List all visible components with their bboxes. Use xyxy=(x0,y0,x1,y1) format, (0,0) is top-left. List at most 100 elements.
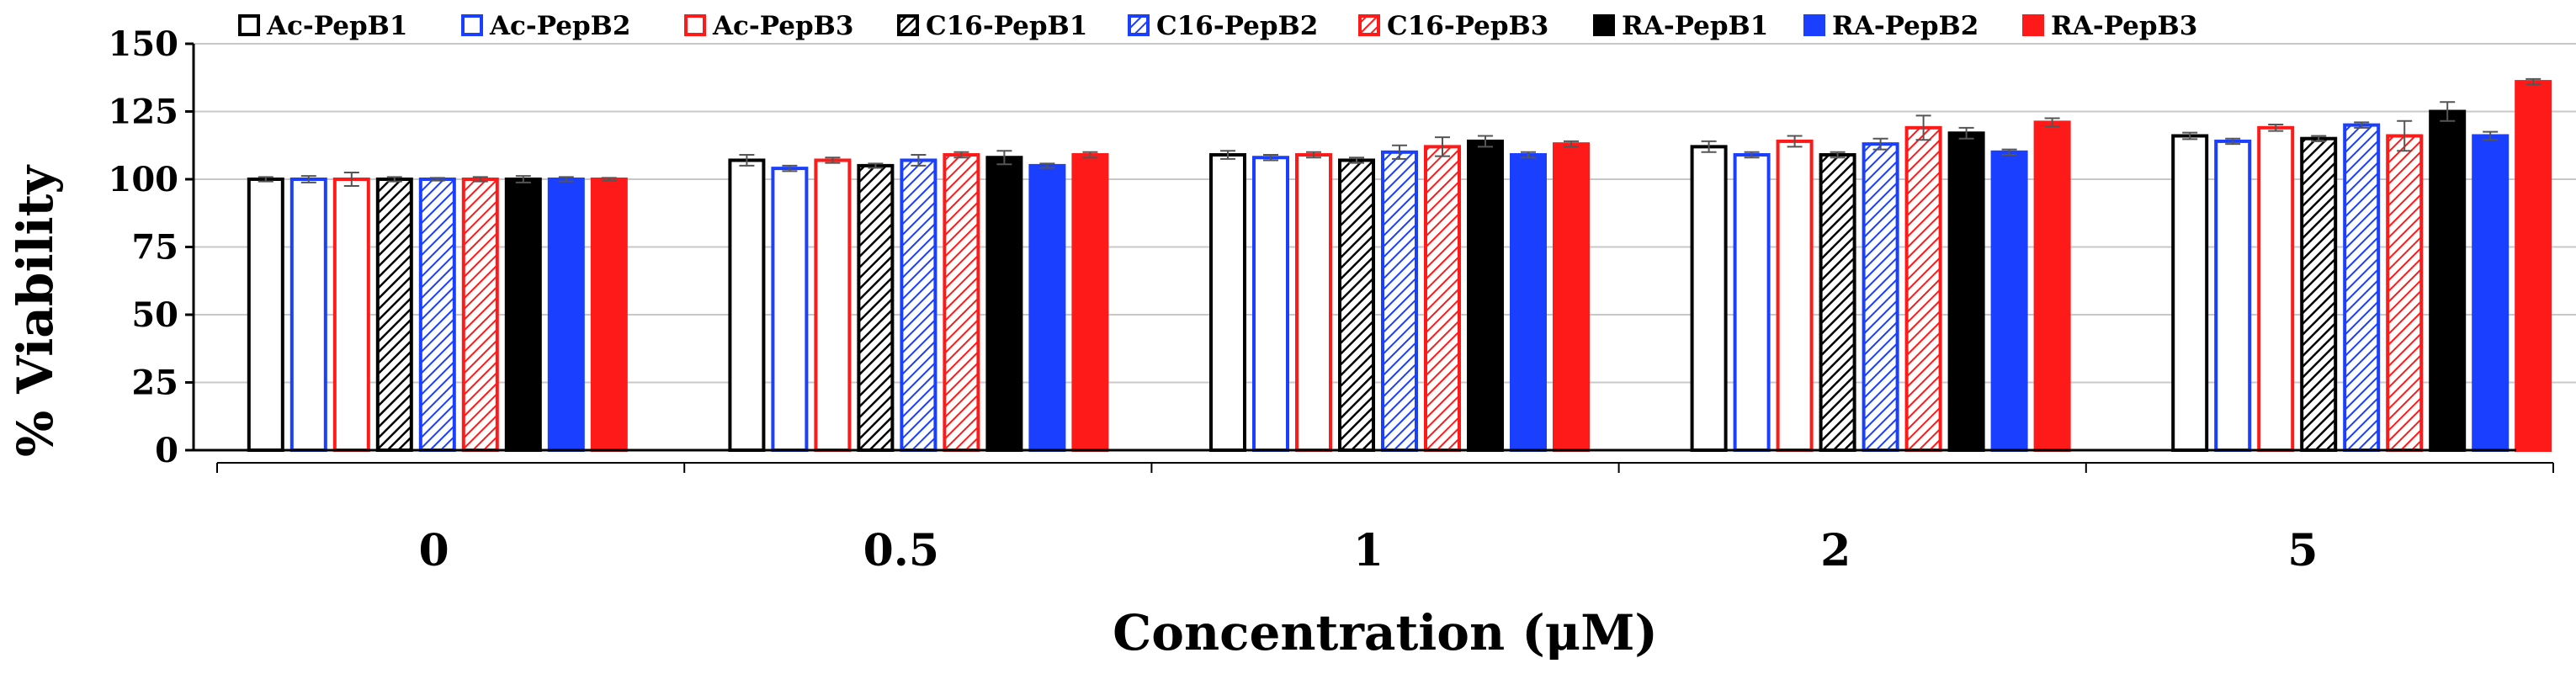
bar-ra-pepb2-0_5 xyxy=(1028,163,1066,452)
bar-c16-pepb2-2 xyxy=(1862,142,1899,452)
bar-ac-pepb2-0 xyxy=(289,178,327,452)
bar-ac-pepb1-1 xyxy=(1209,153,1246,453)
x-tick-labels: 0 0.5 1 2 5 xyxy=(419,525,2318,576)
error-bar-c16-pepb3-1 xyxy=(1435,136,1450,157)
error-bar-ra-pepb3-0_5 xyxy=(1082,151,1098,159)
error-bar-ac-pepb2-0_5 xyxy=(782,164,798,172)
error-bar-ra-pepb2-1 xyxy=(1521,151,1536,159)
error-bar-ac-pepb3-0 xyxy=(343,171,359,188)
bar-ac-pepb1-0_5 xyxy=(728,158,766,453)
bar-c16-pepb3-5 xyxy=(2386,134,2424,452)
bar-c16-pepb1-0_5 xyxy=(857,163,895,452)
bar-c16-pepb3-0 xyxy=(461,178,499,452)
legend-label: RA-PepB1 xyxy=(1622,11,1768,41)
bar-c16-pepb1-1 xyxy=(1338,158,1375,453)
error-bar-ra-pepb1-2 xyxy=(1958,126,1974,140)
legend-label: Ac-PepB2 xyxy=(489,11,630,41)
error-bar-c16-pepb1-0 xyxy=(386,176,402,183)
error-bar-ra-pepb2-0 xyxy=(558,176,574,183)
error-bar-ac-pepb3-1 xyxy=(1306,151,1321,159)
bar-ra-pepb3-0 xyxy=(590,178,628,452)
legend-label: C16-PepB3 xyxy=(1387,11,1548,41)
bar-ac-pepb1-5 xyxy=(2171,134,2209,452)
y-axis-title: % Viability xyxy=(7,164,64,457)
error-bar-ra-pepb1-1 xyxy=(1478,135,1493,148)
bar-c16-pepb2-0 xyxy=(418,178,456,452)
error-bar-ra-pepb1-0_5 xyxy=(996,150,1012,166)
error-bar-ra-pepb1-0 xyxy=(515,175,531,183)
bar-ac-pepb2-0_5 xyxy=(771,167,809,452)
bar-ac-pepb3-1 xyxy=(1295,153,1332,453)
error-bar-c16-pepb3-5 xyxy=(2397,119,2413,152)
legend-item-ac-pepb1: Ac-PepB1 xyxy=(238,11,407,41)
error-bar-ra-pepb1-5 xyxy=(2440,101,2456,122)
bar-ra-pepb2-0 xyxy=(547,178,585,452)
bar-ac-pepb1-0 xyxy=(247,178,284,452)
legend-item-ra-pepb3: RA-PepB3 xyxy=(2022,11,2197,41)
bar-ra-pepb3-0_5 xyxy=(1071,153,1109,453)
bar-c16-pepb3-2 xyxy=(1904,125,1942,452)
bar-ra-pepb1-1 xyxy=(1467,139,1504,452)
bar-ac-pepb2-5 xyxy=(2214,139,2252,452)
x-tick-label: 2 xyxy=(1820,525,1851,576)
error-bar-ra-pepb3-1 xyxy=(1564,140,1579,148)
bar-ac-pepb2-1 xyxy=(1252,156,1289,453)
bar-ra-pepb1-0 xyxy=(504,178,542,452)
legend-item-ra-pepb1: RA-PepB1 xyxy=(1593,11,1768,41)
bar-c16-pepb3-0_5 xyxy=(943,153,980,453)
y-tick-label: 50 xyxy=(131,295,178,335)
error-bar-ac-pepb2-2 xyxy=(1744,151,1760,159)
y-tick-label: 75 xyxy=(131,228,178,268)
bar-c16-pepb1-2 xyxy=(1819,153,1856,453)
error-bar-ra-pepb3-0 xyxy=(601,177,617,182)
bar-c16-pepb2-0_5 xyxy=(900,158,937,453)
legend-swatch xyxy=(1593,14,1615,36)
legend-item-ac-pepb3: Ac-PepB3 xyxy=(684,11,853,41)
error-bar-ra-pepb2-5 xyxy=(2483,130,2499,141)
legend-label: C16-PepB1 xyxy=(926,11,1087,41)
error-bar-c16-pepb2-0_5 xyxy=(911,154,927,167)
legend-item-c16-pepb3: C16-PepB3 xyxy=(1358,11,1548,41)
x-axis-title: Concentration (μM) xyxy=(1113,604,1658,661)
bar-ac-pepb3-0_5 xyxy=(814,158,852,453)
error-bar-c16-pepb1-1 xyxy=(1349,157,1364,164)
axes xyxy=(185,42,2554,473)
error-bar-c16-pepb1-2 xyxy=(1830,151,1846,159)
error-bar-ac-pepb3-5 xyxy=(2268,123,2284,132)
legend-label: Ac-PepB1 xyxy=(266,11,407,41)
error-bar-ac-pepb1-2 xyxy=(1701,140,1717,153)
error-bar-c16-pepb2-0 xyxy=(429,177,445,182)
legend-swatch xyxy=(897,14,919,36)
error-bar-ac-pepb1-5 xyxy=(2182,131,2198,141)
x-tick-label: 0.5 xyxy=(863,525,939,576)
bar-ra-pepb1-5 xyxy=(2429,109,2467,452)
legend-swatch xyxy=(2022,14,2044,36)
legend-swatch xyxy=(1803,14,1825,36)
legend-swatch xyxy=(238,14,260,36)
legend-label: Ac-PepB3 xyxy=(712,11,853,41)
error-bar-c16-pepb2-1 xyxy=(1392,144,1407,160)
x-tick-label: 0 xyxy=(419,525,449,576)
y-tick-label: 100 xyxy=(109,160,179,199)
error-bar-ac-pepb2-0 xyxy=(300,175,316,183)
error-bar-c16-pepb1-0_5 xyxy=(868,162,884,169)
error-bar-ac-pepb2-1 xyxy=(1263,154,1278,162)
error-bar-ac-pepb3-0_5 xyxy=(825,157,841,164)
bar-ra-pepb3-1 xyxy=(1553,142,1590,452)
bar-c16-pepb2-5 xyxy=(2343,123,2381,452)
bar-c16-pepb1-5 xyxy=(2300,136,2338,452)
error-bar-c16-pepb1-5 xyxy=(2311,135,2327,142)
legend-label: C16-PepB2 xyxy=(1156,11,1318,41)
error-bar-ac-pepb3-2 xyxy=(1787,135,1803,148)
y-tick-label: 125 xyxy=(109,93,179,132)
bar-ra-pepb1-2 xyxy=(1947,131,1985,452)
bar-ra-pepb1-0_5 xyxy=(985,156,1023,453)
x-tick-label: 5 xyxy=(2287,525,2318,576)
bar-ac-pepb1-2 xyxy=(1690,145,1728,453)
legend-item-ra-pepb2: RA-PepB2 xyxy=(1803,11,1978,41)
error-bar-c16-pepb3-2 xyxy=(1915,114,1931,141)
bar-ra-pepb3-2 xyxy=(2033,120,2071,452)
error-bar-ra-pepb3-2 xyxy=(2044,117,2060,128)
bar-ac-pepb3-0 xyxy=(332,178,370,452)
legend-swatch xyxy=(1128,14,1150,36)
